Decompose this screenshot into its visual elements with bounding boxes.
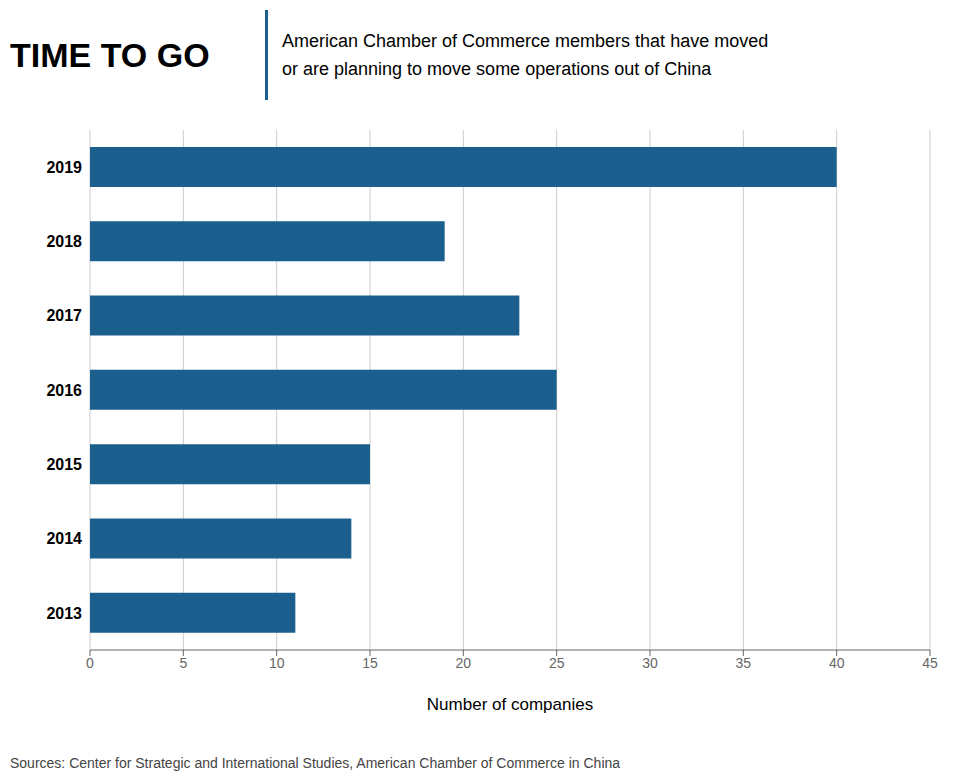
svg-text:2015: 2015 bbox=[46, 456, 82, 473]
html-text:Sources: Center for Strategic: Sources: Center for Strategic and Intern… bbox=[10, 755, 621, 771]
svg-text:2018: 2018 bbox=[46, 233, 82, 250]
svg-text:25: 25 bbox=[549, 655, 565, 671]
svg-text:40: 40 bbox=[829, 655, 845, 671]
html-text:or are planning to move some o: or are planning to move some operations … bbox=[282, 59, 712, 79]
svg-text:35: 35 bbox=[736, 655, 752, 671]
svg-text:5: 5 bbox=[179, 655, 187, 671]
svg-text:30: 30 bbox=[642, 655, 658, 671]
svg-text:15: 15 bbox=[362, 655, 378, 671]
svg-text:10: 10 bbox=[269, 655, 285, 671]
svg-text:45: 45 bbox=[922, 655, 938, 671]
svg-text:0: 0 bbox=[86, 655, 94, 671]
html-text:TIME TO GO: TIME TO GO bbox=[10, 35, 210, 74]
svg-text:2014: 2014 bbox=[46, 530, 82, 547]
svg-text:20: 20 bbox=[456, 655, 472, 671]
svg-text:2013: 2013 bbox=[46, 605, 82, 622]
svg-text:2016: 2016 bbox=[46, 382, 82, 399]
svg-text:Number of companies: Number of companies bbox=[427, 695, 593, 714]
html-text:American Chamber of Commerce m: American Chamber of Commerce members tha… bbox=[282, 31, 769, 51]
svg-text:2019: 2019 bbox=[46, 159, 82, 176]
svg-text:2017: 2017 bbox=[46, 307, 82, 324]
